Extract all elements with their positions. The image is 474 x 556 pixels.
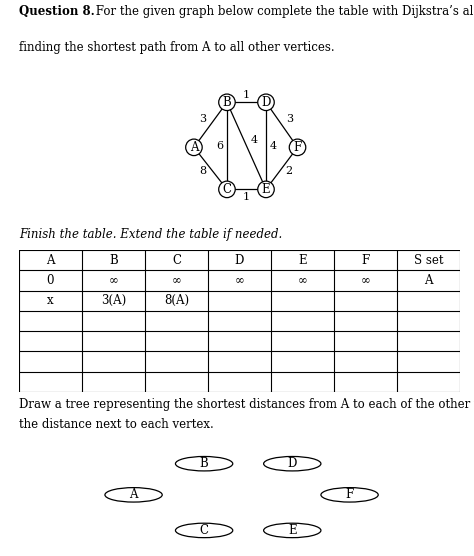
Text: F: F	[361, 254, 369, 267]
Text: B: B	[223, 96, 231, 109]
Text: 0: 0	[47, 274, 54, 287]
Text: Question 8.: Question 8.	[19, 6, 95, 18]
Text: Draw a tree representing the shortest distances from A to each of the other vert: Draw a tree representing the shortest di…	[19, 398, 474, 411]
Text: 3: 3	[200, 114, 207, 124]
Text: 1: 1	[243, 90, 250, 100]
Text: E: E	[288, 524, 297, 537]
Text: E: E	[262, 183, 270, 196]
Text: A: A	[424, 274, 433, 287]
Text: F: F	[346, 488, 354, 502]
Text: ∞: ∞	[360, 274, 370, 287]
Text: B: B	[109, 254, 118, 267]
Circle shape	[321, 488, 378, 502]
Text: 4: 4	[270, 141, 277, 151]
Text: 8: 8	[200, 166, 207, 176]
Text: 2: 2	[286, 166, 293, 176]
Text: ∞: ∞	[235, 274, 244, 287]
Circle shape	[186, 139, 202, 156]
Text: D: D	[261, 96, 271, 109]
Text: the distance next to each vertex.: the distance next to each vertex.	[19, 418, 214, 431]
Text: D: D	[288, 457, 297, 470]
Text: 6: 6	[216, 141, 223, 151]
Text: F: F	[293, 141, 301, 154]
Text: A: A	[190, 141, 198, 154]
Circle shape	[258, 181, 274, 197]
Text: D: D	[235, 254, 244, 267]
Text: finding the shortest path from A to all other vertices.: finding the shortest path from A to all …	[19, 41, 335, 54]
Circle shape	[289, 139, 306, 156]
Text: ∞: ∞	[172, 274, 181, 287]
Text: 3: 3	[286, 114, 293, 124]
Text: 4: 4	[250, 135, 257, 145]
Text: ∞: ∞	[109, 274, 118, 287]
Circle shape	[219, 181, 235, 197]
Text: 3(A): 3(A)	[101, 294, 126, 307]
Text: 1: 1	[243, 192, 250, 202]
Circle shape	[219, 94, 235, 111]
Text: B: B	[200, 457, 209, 470]
Text: C: C	[222, 183, 231, 196]
Text: C: C	[200, 524, 209, 537]
Text: S set: S set	[413, 254, 443, 267]
Text: 8(A): 8(A)	[164, 294, 189, 307]
Text: C: C	[172, 254, 181, 267]
Text: A: A	[46, 254, 55, 267]
Text: For the given graph below complete the table with Dijkstra’s algorithm for: For the given graph below complete the t…	[92, 6, 474, 18]
Circle shape	[264, 456, 321, 471]
Text: E: E	[298, 254, 307, 267]
Circle shape	[258, 94, 274, 111]
Text: ∞: ∞	[298, 274, 307, 287]
Text: A: A	[129, 488, 138, 502]
Circle shape	[264, 523, 321, 538]
Text: Finish the table. Extend the table if needed.: Finish the table. Extend the table if ne…	[19, 229, 282, 241]
Circle shape	[175, 523, 233, 538]
Text: x: x	[47, 294, 54, 307]
Circle shape	[175, 456, 233, 471]
Circle shape	[105, 488, 162, 502]
